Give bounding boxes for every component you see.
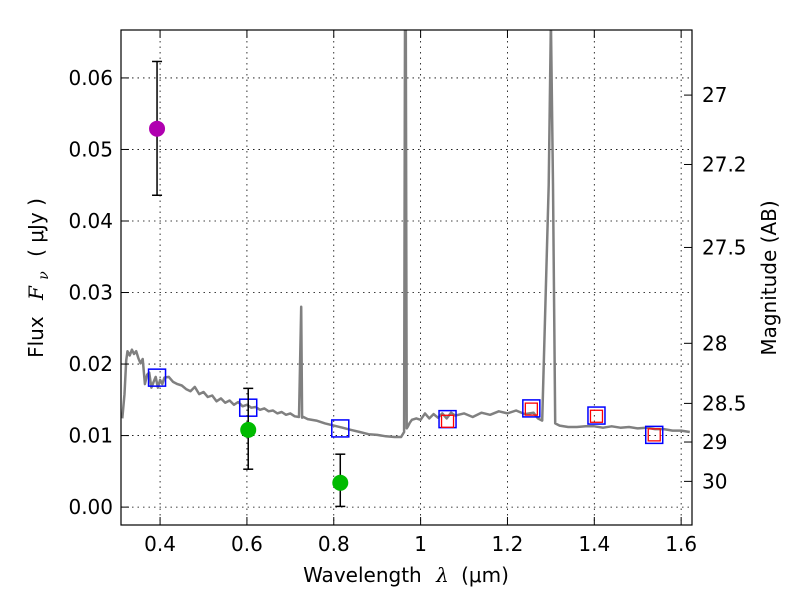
y2-tick-label: 30 bbox=[702, 469, 727, 493]
y2-tick-label: 29 bbox=[702, 430, 727, 454]
plot-frame bbox=[120, 29, 693, 526]
data-point-square bbox=[587, 406, 606, 425]
y-axis-unit: ( μJy ) bbox=[24, 198, 48, 257]
x-tick-label: 1.4 bbox=[578, 532, 610, 556]
data-point-square-small bbox=[524, 402, 538, 416]
x-axis-label: Wavelength bbox=[303, 563, 422, 587]
x-axis-symbol: λ bbox=[435, 563, 449, 587]
y-axis-label: Flux bbox=[24, 316, 48, 358]
x-axis-title: Wavelength λ (μm) bbox=[303, 563, 509, 587]
y-tick-label: 0.06 bbox=[68, 66, 113, 90]
y-axis-title: Flux F ν ( μJy ) bbox=[24, 198, 53, 358]
data-point-circle bbox=[149, 120, 166, 137]
y2-tick-label: 27.5 bbox=[702, 235, 747, 259]
data-point-square-small bbox=[440, 414, 455, 428]
data-point-square bbox=[522, 399, 541, 418]
y2-tick-label: 27.2 bbox=[702, 152, 747, 176]
y-tick-label: 0.05 bbox=[68, 137, 113, 161]
y-tick-label: 0.03 bbox=[68, 281, 113, 305]
x-tick-label: 1 bbox=[414, 532, 427, 556]
y-axis-ticks: 0.00 0.01 0.02 0.03 0.04 0.05 0.06 bbox=[68, 66, 129, 519]
y2-axis-ticks: 27 27.2 27.5 28 28.5 29 30 bbox=[684, 83, 747, 493]
data-point-square bbox=[331, 419, 350, 438]
x-tick-label: 0.8 bbox=[318, 532, 350, 556]
model-sed-line bbox=[121, 30, 690, 439]
data-point-square bbox=[147, 368, 167, 387]
data-point-square bbox=[644, 425, 664, 445]
data-point-circle bbox=[332, 474, 349, 491]
photometry-markers bbox=[147, 60, 664, 508]
y2-tick-label: 28.5 bbox=[702, 391, 747, 415]
data-point-square-small bbox=[589, 409, 604, 423]
data-point-square-small bbox=[647, 428, 661, 442]
y-tick-label: 0.01 bbox=[68, 424, 113, 448]
y2-tick-label: 27 bbox=[702, 83, 727, 107]
x-tick-label: 0.4 bbox=[144, 532, 176, 556]
x-tick-label: 1.2 bbox=[492, 532, 524, 556]
y2-axis-title: Magnitude (AB) bbox=[757, 200, 781, 355]
data-point-circle bbox=[240, 421, 257, 438]
x-axis-ticks: 0.4 0.6 0.8 1 1.2 1.4 1.6 bbox=[144, 30, 697, 556]
y2-tick-label: 28 bbox=[702, 331, 727, 355]
grid-lines bbox=[121, 30, 692, 525]
y-tick-label: 0.02 bbox=[68, 352, 113, 376]
y-axis-subscript: ν bbox=[36, 271, 52, 280]
x-axis-unit: (μm) bbox=[461, 563, 509, 587]
y-axis-symbol: F bbox=[24, 285, 48, 301]
y-tick-label: 0.04 bbox=[68, 209, 113, 233]
x-tick-label: 0.6 bbox=[231, 532, 263, 556]
y-tick-label: 0.00 bbox=[68, 495, 113, 519]
x-tick-label: 1.6 bbox=[665, 532, 697, 556]
